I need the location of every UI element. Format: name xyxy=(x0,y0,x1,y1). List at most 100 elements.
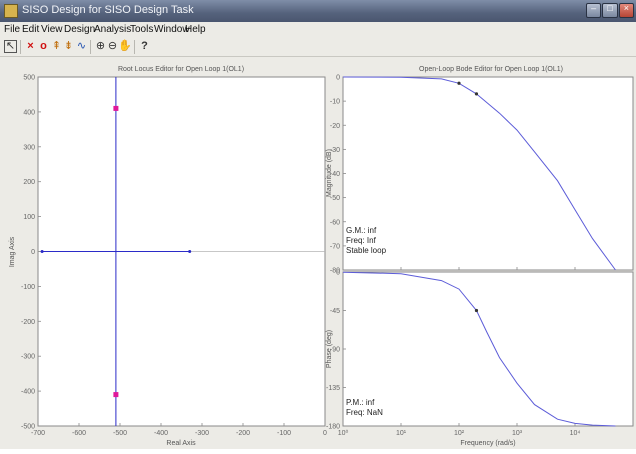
bode-magnitude-axes[interactable] xyxy=(342,76,634,271)
gm-frequency-label: Freq: Inf xyxy=(346,236,377,245)
zoom-in-icon[interactable]: ⊕ xyxy=(95,40,106,52)
x-tick-label: -400 xyxy=(154,430,168,437)
help-icon[interactable]: ? xyxy=(141,40,148,52)
y-tick-label: 400 xyxy=(23,109,35,116)
root-locus-title: Root Locus Editor for Open Loop 1(OL1) xyxy=(118,66,244,73)
gain-margin-label: G.M.: inf xyxy=(346,226,377,235)
stability-label: Stable loop xyxy=(346,246,387,255)
y-tick-label: -20 xyxy=(330,123,340,130)
toolbar-separator xyxy=(20,40,21,54)
x-tick-label: 10⁰ xyxy=(338,429,349,437)
maximize-icon: □ xyxy=(607,3,613,13)
root-locus-ylabel: Imag Axis xyxy=(9,236,16,267)
y-tick-label: -200 xyxy=(21,319,35,326)
window-controls: – □ × xyxy=(586,3,634,18)
minimize-icon: – xyxy=(591,3,597,13)
y-tick-label: -10 xyxy=(330,99,340,106)
x-tick-label: 10³ xyxy=(512,430,523,437)
root-locus-xlabel: Real Axis xyxy=(166,440,196,447)
pan-icon[interactable]: ✋ xyxy=(118,40,132,52)
bode-xlabel: Frequency (rad/s) xyxy=(460,440,515,447)
y-tick-label: -500 xyxy=(21,424,35,431)
x-tick-label: 10² xyxy=(454,430,465,437)
title-bar[interactable]: SISO Design for SISO Design Task – □ × xyxy=(0,0,636,22)
add-lead-icon[interactable]: ⇞ xyxy=(51,40,62,52)
y-tick-label: -180 xyxy=(326,424,340,431)
toolbar: ↖ × o ⇞ ⇟ ∿ ⊕ ⊖ ✋ ? xyxy=(0,38,636,57)
menu-file[interactable]: File xyxy=(4,24,21,35)
menu-design[interactable]: Design xyxy=(64,24,96,35)
close-button[interactable]: × xyxy=(618,3,634,18)
phase-margin-label: P.M.: inf xyxy=(346,398,375,407)
x-tick-label: -500 xyxy=(113,430,127,437)
pole-marker xyxy=(474,308,479,313)
bode-curve xyxy=(342,271,616,427)
add-notch-icon[interactable]: ∿ xyxy=(76,40,87,52)
y-tick-label: -80 xyxy=(330,268,340,275)
pole-marker xyxy=(474,92,479,96)
locus-endpoint xyxy=(40,250,44,253)
maximize-button[interactable]: □ xyxy=(602,3,618,18)
menu-analysis[interactable]: Analysis xyxy=(94,24,132,35)
y-tick-label: -30 xyxy=(330,147,340,154)
editor-area: Root Locus Editor for Open Loop 1(OL1) O… xyxy=(0,57,636,449)
y-tick-label: -400 xyxy=(21,389,35,396)
toolbar-separator xyxy=(134,40,135,54)
y-tick-label: -300 xyxy=(21,354,35,361)
bode-title: Open-Loop Bode Editor for Open Loop 1(OL… xyxy=(419,66,563,73)
menu-edit[interactable]: Edit xyxy=(22,24,40,35)
locus-endpoint xyxy=(188,250,192,253)
close-icon: × xyxy=(623,3,629,13)
pointer-icon[interactable]: ↖ xyxy=(4,40,17,53)
bode-curve xyxy=(342,76,616,271)
y-tick-label: -40 xyxy=(330,171,340,178)
add-zero-icon[interactable]: o xyxy=(40,40,47,52)
menu-window[interactable]: Window xyxy=(154,24,190,35)
minimize-button[interactable]: – xyxy=(586,3,602,18)
y-tick-label: 0 xyxy=(336,75,340,82)
x-tick-label: -600 xyxy=(72,430,86,437)
y-tick-label: 0 xyxy=(31,249,35,256)
closed-loop-pole xyxy=(113,392,119,398)
x-tick-label: 0 xyxy=(323,430,327,437)
x-tick-label: 10¹ xyxy=(396,430,407,437)
toolbar-separator xyxy=(90,40,91,54)
pm-frequency-label: Freq: NaN xyxy=(346,408,383,417)
x-tick-label: -100 xyxy=(277,430,291,437)
y-tick-label: 200 xyxy=(23,179,35,186)
root-locus-plot: -700 -600 -500 -400 -300 -200 -100 0 500 400 300 20… xyxy=(21,75,327,438)
add-pole-icon[interactable]: × xyxy=(27,40,34,52)
y-tick-label: -100 xyxy=(21,284,35,291)
menu-tools[interactable]: Tools xyxy=(130,24,154,35)
menu-bar: File Edit View Design Analysis Tools Win… xyxy=(0,22,636,38)
y-tick-label: -50 xyxy=(330,195,340,202)
x-tick-label: -200 xyxy=(236,430,250,437)
y-tick-label: -70 xyxy=(330,243,340,250)
bode-magnitude-plot: 0 -10 -20 -30 -40 -50 -60 -70 -80 xyxy=(330,75,634,275)
y-tick-label: -45 xyxy=(330,308,340,315)
y-tick-label: -90 xyxy=(330,347,340,354)
y-tick-label: 500 xyxy=(23,75,35,82)
phase-ylabel: Phase (deg) xyxy=(326,330,333,368)
menu-help[interactable]: Help xyxy=(185,24,206,35)
pole-marker xyxy=(457,81,461,85)
x-tick-label: 10⁴ xyxy=(570,430,581,437)
editor-plots: Root Locus Editor for Open Loop 1(OL1) O… xyxy=(9,66,634,447)
y-tick-label: -135 xyxy=(326,385,340,392)
matlab-icon xyxy=(4,4,18,18)
x-tick-label: -300 xyxy=(195,430,209,437)
menu-view[interactable]: View xyxy=(41,24,63,35)
y-tick-label: -60 xyxy=(330,219,340,226)
closed-loop-pole xyxy=(113,105,119,111)
zoom-out-icon[interactable]: ⊖ xyxy=(107,40,118,52)
magnitude-ylabel: Magnitude (dB) xyxy=(326,149,333,197)
window-title: SISO Design for SISO Design Task xyxy=(22,4,194,16)
y-tick-label: 300 xyxy=(23,144,35,151)
add-lag-icon[interactable]: ⇟ xyxy=(63,40,74,52)
y-tick-label: 0 xyxy=(336,270,340,277)
bode-phase-axes[interactable] xyxy=(342,271,634,427)
x-tick-label: -700 xyxy=(31,430,45,437)
y-tick-label: 100 xyxy=(23,214,35,221)
